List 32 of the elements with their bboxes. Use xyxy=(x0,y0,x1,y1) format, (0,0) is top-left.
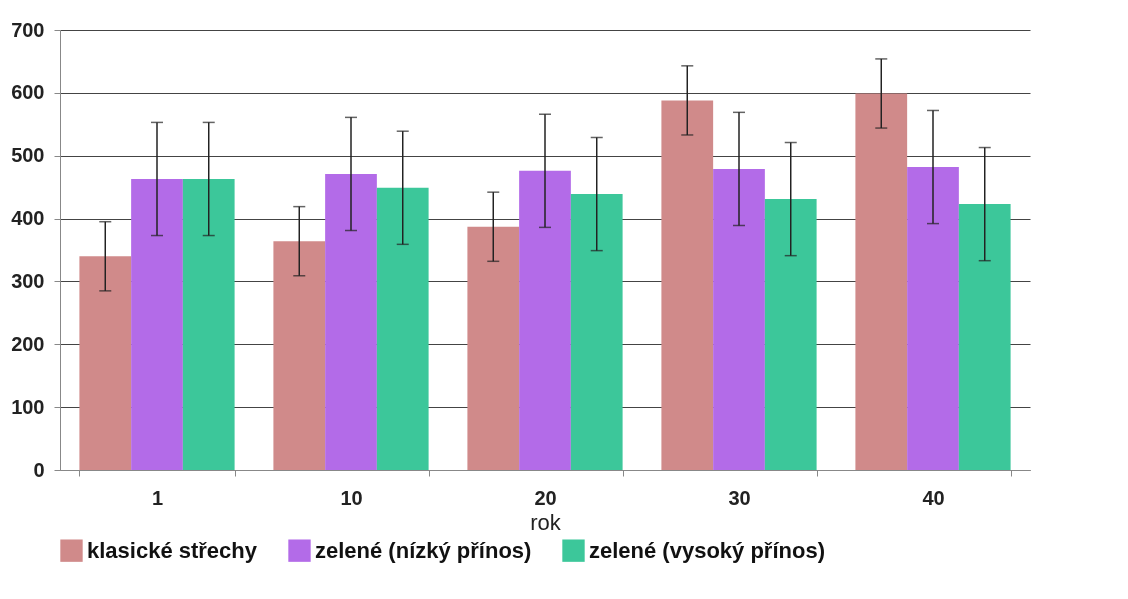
y-tick-label: 300 xyxy=(11,269,45,292)
bar xyxy=(764,199,817,470)
y-tick-label: 100 xyxy=(11,395,45,418)
bar xyxy=(131,178,183,470)
x-tick-label: 1 xyxy=(151,486,164,509)
y-tick-label: 500 xyxy=(11,144,45,167)
bar xyxy=(376,187,429,470)
bar xyxy=(907,167,959,470)
y-tick-label: 700 xyxy=(11,18,45,41)
bar xyxy=(958,204,1011,470)
legend-label: zelené (nízký přínos) xyxy=(315,537,532,563)
bar xyxy=(519,170,571,470)
bar xyxy=(182,178,235,470)
bar xyxy=(855,93,908,470)
x-tick-label: 20 xyxy=(534,486,557,509)
y-tick-label: 0 xyxy=(33,458,45,481)
x-tick-label: 10 xyxy=(340,486,363,509)
y-tick-label: 200 xyxy=(11,332,45,355)
legend-label: klasické střechy xyxy=(87,537,258,563)
y-tick-label: 400 xyxy=(11,207,45,230)
bar xyxy=(713,168,765,470)
x-tick-label: 40 xyxy=(922,486,945,509)
bar xyxy=(273,241,326,470)
bar xyxy=(79,256,132,470)
bar xyxy=(570,194,623,470)
bar xyxy=(661,100,714,470)
x-tick-label: 30 xyxy=(728,486,751,509)
bar xyxy=(467,226,520,470)
y-tick-label: 600 xyxy=(11,81,45,104)
legend-label: zelené (vysoký přínos) xyxy=(589,537,825,563)
bar xyxy=(325,173,377,470)
x-axis-title: rok xyxy=(530,509,562,535)
